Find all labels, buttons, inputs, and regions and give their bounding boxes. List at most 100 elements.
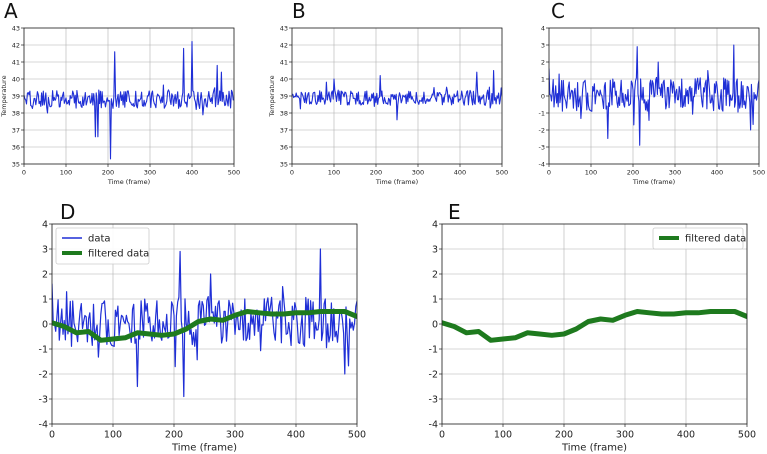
x-axis-label: Time (frame): [375, 178, 418, 186]
y-axis-label: Temperature: [268, 75, 276, 117]
legend-label: data: [88, 234, 111, 245]
x-tick-label: 400: [711, 169, 723, 177]
y-tick-label: -2: [539, 126, 545, 134]
panel-e: E 0 100 200 300 400 500 -4 -3 -2 -1 0 1 2 3 4 Time (fram…: [429, 200, 757, 454]
x-axis-label: Time (frame): [561, 443, 627, 454]
y-tick-label: -3: [39, 394, 48, 405]
x-tick-label: 100: [494, 430, 512, 441]
x-tick-label: 200: [102, 169, 114, 177]
series-line-data: [24, 41, 234, 160]
y-tick-label: 3: [42, 244, 48, 255]
y-tick-label: 1: [42, 294, 48, 305]
panel-a: A 0 100 200 300 400 500 35 36 37 38 39 40 41 42 43 Time …: [0, 0, 240, 186]
legend-label: filtered data: [88, 249, 149, 260]
y-tick-label: 43: [12, 24, 20, 32]
panel-d: D 0 100 200 300 400 500 -4 -3 -2 -1 0 1 2 3 4 Time (fram…: [39, 200, 367, 454]
y-tick-label: 3: [541, 41, 545, 49]
x-axis-label: Time (frame): [171, 443, 237, 454]
y-tick-label: 38: [12, 109, 20, 117]
y-tick-label: 36: [12, 143, 20, 151]
legend-box: [652, 227, 744, 250]
y-tick-label: 38: [280, 109, 288, 117]
x-tick-label: 300: [616, 430, 634, 441]
y-tick-label: 4: [432, 219, 438, 230]
x-tick-label: 0: [290, 169, 294, 177]
x-tick-label: 300: [669, 169, 681, 177]
y-tick-label: 0: [42, 319, 48, 330]
y-tick-label: 1: [541, 75, 545, 83]
series-line-filtered-data: [52, 309, 357, 343]
series-line-data: [549, 44, 759, 146]
x-tick-label: 500: [738, 430, 756, 441]
x-tick-label: 300: [226, 430, 244, 441]
x-tick-label: 400: [287, 430, 305, 441]
y-tick-label: -1: [539, 109, 545, 117]
panel-letter: E: [448, 200, 461, 224]
y-axis-label: Temperature: [0, 75, 8, 117]
y-tick-label: 39: [280, 92, 288, 100]
panel-letter: D: [60, 200, 75, 224]
series-line-filtered-data: [442, 309, 747, 343]
y-tick-label: 2: [432, 269, 438, 280]
y-tick-label: 36: [280, 143, 288, 151]
panel-b: B 0 100 200 300 400 500 35 36 37 38 39 40 41 42 43 Time …: [268, 0, 508, 186]
x-tick-label: 500: [753, 169, 765, 177]
x-tick-label: 200: [370, 169, 382, 177]
y-tick-label: 37: [12, 126, 20, 134]
series-line-data: [292, 69, 502, 121]
y-tick-label: 1: [432, 294, 438, 305]
y-tick-label: 43: [280, 24, 288, 32]
x-tick-label: 200: [627, 169, 639, 177]
x-tick-label: 300: [144, 169, 156, 177]
y-tick-label: 0: [432, 319, 438, 330]
x-tick-label: 100: [104, 430, 122, 441]
y-tick-label: -4: [39, 419, 48, 430]
y-tick-label: 4: [42, 219, 48, 230]
x-tick-label: 500: [496, 169, 508, 177]
y-tick-label: 39: [12, 92, 20, 100]
y-tick-label: 40: [280, 75, 288, 83]
x-axis-label: Time (frame): [107, 178, 150, 186]
y-tick-label: 41: [12, 58, 20, 66]
x-tick-label: 500: [228, 169, 240, 177]
x-tick-label: 200: [165, 430, 183, 441]
y-tick-label: -1: [429, 344, 438, 355]
x-tick-label: 100: [328, 169, 340, 177]
y-tick-label: 42: [12, 41, 20, 49]
y-tick-label: 2: [42, 269, 48, 280]
x-tick-label: 400: [677, 430, 695, 441]
panel-letter: A: [4, 0, 18, 23]
y-tick-label: 37: [280, 126, 288, 134]
panel-c: C 0 100 200 300 400 500 -4 -3 -2 -1 0 1 2 3 4 Time (fram…: [539, 0, 766, 186]
legend-label: filtered data: [685, 234, 746, 245]
y-tick-label: 0: [541, 92, 545, 100]
y-tick-label: 4: [541, 24, 545, 32]
x-tick-label: 0: [439, 430, 445, 441]
y-tick-label: -2: [39, 369, 48, 380]
y-tick-label: -1: [39, 344, 48, 355]
x-tick-label: 0: [22, 169, 26, 177]
panel-letter: B: [292, 0, 306, 23]
x-tick-label: 500: [348, 430, 366, 441]
y-tick-label: -2: [429, 369, 438, 380]
y-tick-label: 42: [280, 41, 288, 49]
x-tick-label: 200: [555, 430, 573, 441]
y-tick-label: 3: [432, 244, 438, 255]
x-axis-label: Time (frame): [632, 178, 675, 186]
y-tick-label: 35: [12, 160, 20, 168]
x-tick-label: 300: [412, 169, 424, 177]
y-tick-label: 2: [541, 58, 545, 66]
y-tick-label: -4: [539, 160, 545, 168]
x-tick-label: 400: [454, 169, 466, 177]
series-line-data: [52, 248, 357, 398]
y-tick-label: -4: [429, 419, 438, 430]
y-tick-label: 35: [280, 160, 288, 168]
x-tick-label: 100: [60, 169, 72, 177]
y-tick-label: 41: [280, 58, 288, 66]
panel-letter: C: [551, 0, 565, 23]
y-tick-label: 40: [12, 75, 20, 83]
y-tick-label: -3: [429, 394, 438, 405]
x-tick-label: 0: [49, 430, 55, 441]
x-tick-label: 100: [585, 169, 597, 177]
